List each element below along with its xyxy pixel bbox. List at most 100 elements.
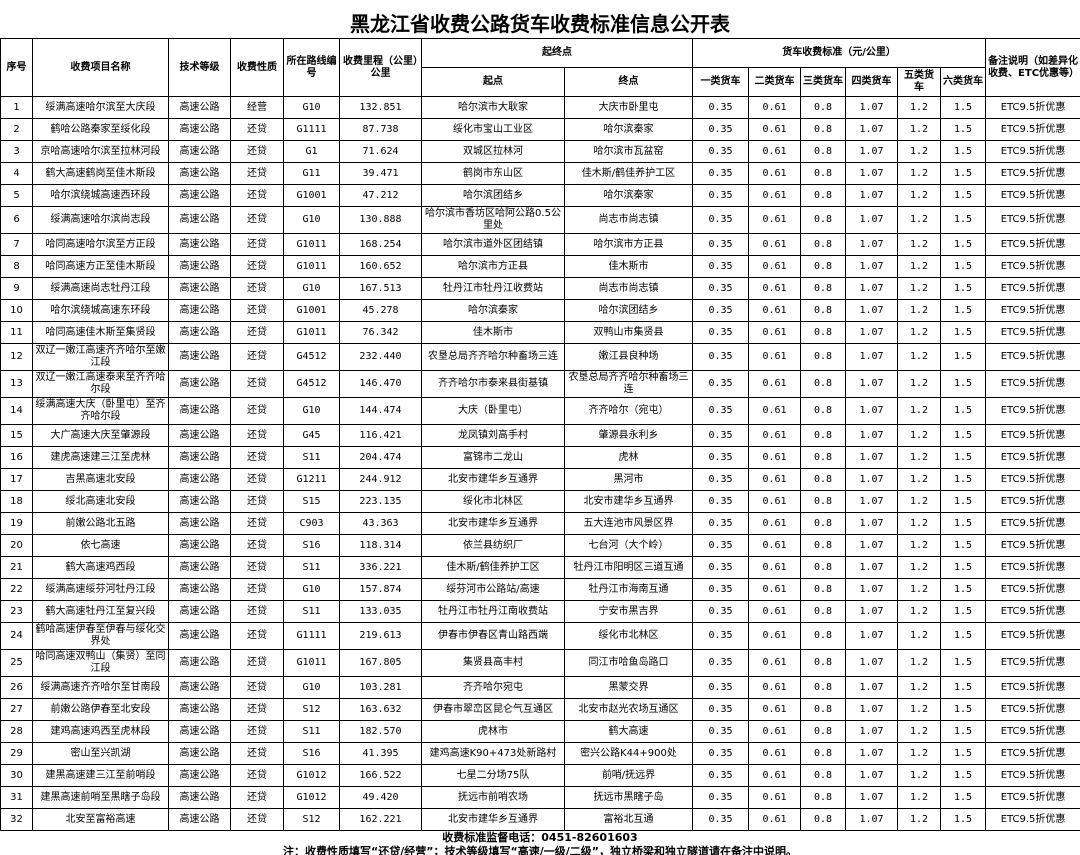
col-header-start-point: 起点 bbox=[421, 67, 565, 97]
cell-project-name: 哈同高速佳木斯至集贤段 bbox=[32, 321, 169, 344]
cell-start-point: 富锦市二龙山 bbox=[421, 446, 565, 469]
cell-rate-class2: 0.61 bbox=[748, 720, 801, 743]
cell-tech-grade: 高速公路 bbox=[168, 649, 231, 677]
cell-toll-nature: 还贷 bbox=[230, 343, 284, 371]
cell-end-point: 五大连池市风景区界 bbox=[564, 512, 693, 535]
table-row: 8 哈同高速方正至佳木斯段 高速公路 还贷 G1011 160.652 哈尔滨市方正县 佳木斯… bbox=[0, 255, 1080, 278]
cell-end-point: 密兴公路K44+900处 bbox=[564, 742, 693, 765]
cell-end-point: 哈尔滨秦家 bbox=[564, 184, 693, 207]
cell-rate-class3: 0.8 bbox=[800, 140, 846, 163]
cell-rate-class1: 0.35 bbox=[692, 140, 749, 163]
cell-start-point: 伊春市翠峦区昆仑气互通区 bbox=[421, 698, 565, 721]
cell-rate-class6: 1.5 bbox=[939, 118, 987, 141]
cell-rate-class4: 1.07 bbox=[845, 490, 898, 513]
cell-route-code: G1211 bbox=[283, 468, 340, 491]
cell-route-code: S11 bbox=[283, 600, 340, 623]
cell-rate-class3: 0.8 bbox=[800, 343, 846, 371]
cell-rate-class5: 1.2 bbox=[897, 162, 941, 185]
cell-route-code: G1111 bbox=[283, 118, 340, 141]
cell-tech-grade: 高速公路 bbox=[168, 299, 231, 322]
cell-seq: 24 bbox=[0, 622, 33, 650]
cell-seq: 20 bbox=[0, 534, 33, 557]
cell-start-point: 齐齐哈尔宛屯 bbox=[421, 676, 565, 699]
page-title: 黑龙江省收费公路货车收费标准信息公开表 bbox=[350, 12, 730, 36]
cell-rate-class4: 1.07 bbox=[845, 299, 898, 322]
cell-project-name: 吉黑高速北安段 bbox=[32, 468, 169, 491]
cell-route-code: G1011 bbox=[283, 255, 340, 278]
cell-project-name: 鹤大高速鸡西段 bbox=[32, 556, 169, 579]
cell-tech-grade: 高速公路 bbox=[168, 600, 231, 623]
cell-remark: ETC9.5折优惠 bbox=[985, 397, 1080, 425]
cell-project-name: 绥满高速大庆（卧里屯）至齐齐哈尔段 bbox=[32, 397, 169, 425]
cell-remark: ETC9.5折优惠 bbox=[985, 299, 1080, 322]
cell-mileage: 116.421 bbox=[339, 424, 422, 447]
table-row: 5 哈尔滨绕城高速西环段 高速公路 还贷 G1001 47.212 哈尔滨团结乡 哈尔滨秦家 0… bbox=[0, 184, 1080, 207]
cell-toll-nature: 还贷 bbox=[230, 446, 284, 469]
cell-rate-class6: 1.5 bbox=[939, 512, 987, 535]
toll-standards-table: 序号 收费项目名称 技术等级 收费性质 所在路线编号 收费里程（公里）公里 起终… bbox=[0, 38, 1080, 831]
cell-start-point: 绥化市宝山工业区 bbox=[421, 118, 565, 141]
cell-rate-class2: 0.61 bbox=[748, 468, 801, 491]
cell-rate-class4: 1.07 bbox=[845, 321, 898, 344]
cell-rate-class4: 1.07 bbox=[845, 424, 898, 447]
cell-start-point: 虎林市 bbox=[421, 720, 565, 743]
cell-remark: ETC9.5折优惠 bbox=[985, 808, 1080, 831]
cell-rate-class5: 1.2 bbox=[897, 600, 941, 623]
cell-rate-class4: 1.07 bbox=[845, 698, 898, 721]
cell-seq: 23 bbox=[0, 600, 33, 623]
cell-rate-class3: 0.8 bbox=[800, 622, 846, 650]
cell-rate-class2: 0.61 bbox=[748, 184, 801, 207]
table-row: 7 哈同高速哈尔滨至方正段 高速公路 还贷 G1011 168.254 哈尔滨市道外区团结镇… bbox=[0, 233, 1080, 256]
cell-route-code: G10 bbox=[283, 206, 340, 234]
cell-project-name: 哈同高速双鸭山（集贤）至同江段 bbox=[32, 649, 169, 677]
cell-start-point: 集贤县高丰村 bbox=[421, 649, 565, 677]
cell-end-point: 尚志市尚志镇 bbox=[564, 277, 693, 300]
cell-rate-class5: 1.2 bbox=[897, 808, 941, 831]
cell-project-name: 建虎高速建三江至虎林 bbox=[32, 446, 169, 469]
cell-toll-nature: 还贷 bbox=[230, 397, 284, 425]
cell-mileage: 71.624 bbox=[339, 140, 422, 163]
cell-tech-grade: 高速公路 bbox=[168, 490, 231, 513]
cell-rate-class6: 1.5 bbox=[939, 162, 987, 185]
cell-start-point: 哈尔滨秦家 bbox=[421, 299, 565, 322]
cell-remark: ETC9.5折优惠 bbox=[985, 764, 1080, 787]
cell-seq: 21 bbox=[0, 556, 33, 579]
cell-toll-nature: 还贷 bbox=[230, 764, 284, 787]
cell-project-name: 哈同高速方正至佳木斯段 bbox=[32, 255, 169, 278]
cell-rate-class6: 1.5 bbox=[939, 424, 987, 447]
cell-tech-grade: 高速公路 bbox=[168, 468, 231, 491]
col-header-class2: 二类货车 bbox=[748, 67, 801, 97]
cell-remark: ETC9.5折优惠 bbox=[985, 424, 1080, 447]
cell-seq: 12 bbox=[0, 343, 33, 371]
cell-rate-class1: 0.35 bbox=[692, 534, 749, 557]
cell-mileage: 166.522 bbox=[339, 764, 422, 787]
table-row: 27 前嫩公路伊春至北安段 高速公路 还贷 S12 163.632 伊春市翠峦区昆仑气互通区… bbox=[0, 698, 1080, 721]
table-row: 18 绥北高速北安段 高速公路 还贷 S15 223.135 绥化市北林区 北安市建华乡互通界… bbox=[0, 490, 1080, 513]
cell-start-point: 北安市建华乡互通界 bbox=[421, 808, 565, 831]
cell-rate-class4: 1.07 bbox=[845, 206, 898, 234]
cell-rate-class2: 0.61 bbox=[748, 277, 801, 300]
cell-tech-grade: 高速公路 bbox=[168, 676, 231, 699]
cell-project-name: 前嫩公路北五路 bbox=[32, 512, 169, 535]
cell-mileage: 167.513 bbox=[339, 277, 422, 300]
cell-end-point: 佳木斯市 bbox=[564, 255, 693, 278]
cell-rate-class1: 0.35 bbox=[692, 556, 749, 579]
cell-rate-class1: 0.35 bbox=[692, 424, 749, 447]
cell-project-name: 双辽一嫩江高速齐齐哈尔至嫩江段 bbox=[32, 343, 169, 371]
cell-rate-class3: 0.8 bbox=[800, 299, 846, 322]
cell-remark: ETC9.5折优惠 bbox=[985, 343, 1080, 371]
cell-seq: 15 bbox=[0, 424, 33, 447]
cell-mileage: 133.035 bbox=[339, 600, 422, 623]
cell-remark: ETC9.5折优惠 bbox=[985, 277, 1080, 300]
cell-route-code: S11 bbox=[283, 446, 340, 469]
cell-remark: ETC9.5折优惠 bbox=[985, 676, 1080, 699]
cell-remark: ETC9.5折优惠 bbox=[985, 600, 1080, 623]
cell-start-point: 龙凤镇刘高手村 bbox=[421, 424, 565, 447]
cell-rate-class5: 1.2 bbox=[897, 118, 941, 141]
cell-rate-class1: 0.35 bbox=[692, 649, 749, 677]
cell-toll-nature: 还贷 bbox=[230, 512, 284, 535]
cell-start-point: 农垦总局齐齐哈尔种畜场三连 bbox=[421, 343, 565, 371]
cell-remark: ETC9.5折优惠 bbox=[985, 512, 1080, 535]
cell-rate-class2: 0.61 bbox=[748, 397, 801, 425]
cell-rate-class1: 0.35 bbox=[692, 676, 749, 699]
